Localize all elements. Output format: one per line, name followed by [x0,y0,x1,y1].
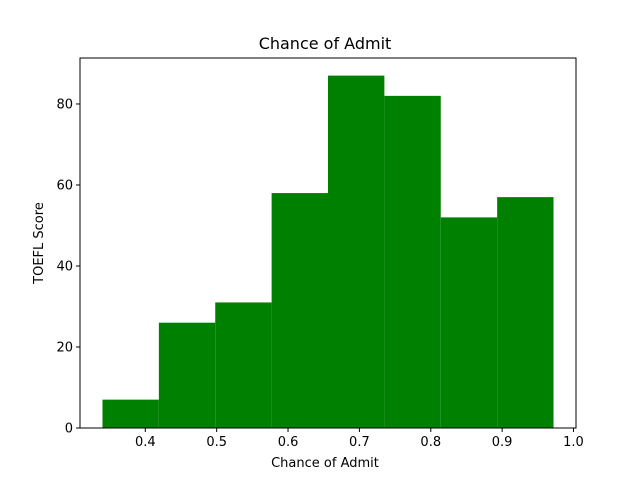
histogram-bar [158,322,216,428]
histogram-bar [497,197,554,428]
x-axis: 0.4 0.5 0.6 0.7 0.8 0.9 1.0 [135,428,584,450]
y-tick-label: 20 [56,340,73,355]
x-tick-label: 1.0 [563,435,584,450]
chart-title: Chance of Admit [259,34,392,53]
x-tick-label: 0.6 [278,435,299,450]
y-axis: 0 20 40 60 80 [56,97,80,437]
x-tick-label: 0.7 [349,435,370,450]
x-tick-label: 0.8 [420,435,441,450]
histogram-bar [102,399,159,428]
y-tick-label: 0 [65,422,73,437]
bars-group [102,75,554,429]
histogram-bar [440,217,498,428]
x-tick-label: 0.4 [135,435,156,450]
histogram-bar [271,193,328,428]
axes-frame [79,57,577,429]
histogram-bar [328,75,385,428]
y-tick-label: 60 [56,178,73,193]
x-tick-label: 0.5 [206,435,227,450]
y-tick-label: 80 [56,97,73,112]
histogram-bar [384,95,441,429]
y-tick-label: 40 [56,259,73,274]
y-axis-label: TOEFL Score [32,202,47,285]
x-axis-label: Chance of Admit [271,456,379,471]
histogram-bar [215,302,272,428]
x-tick-label: 0.9 [492,435,513,450]
